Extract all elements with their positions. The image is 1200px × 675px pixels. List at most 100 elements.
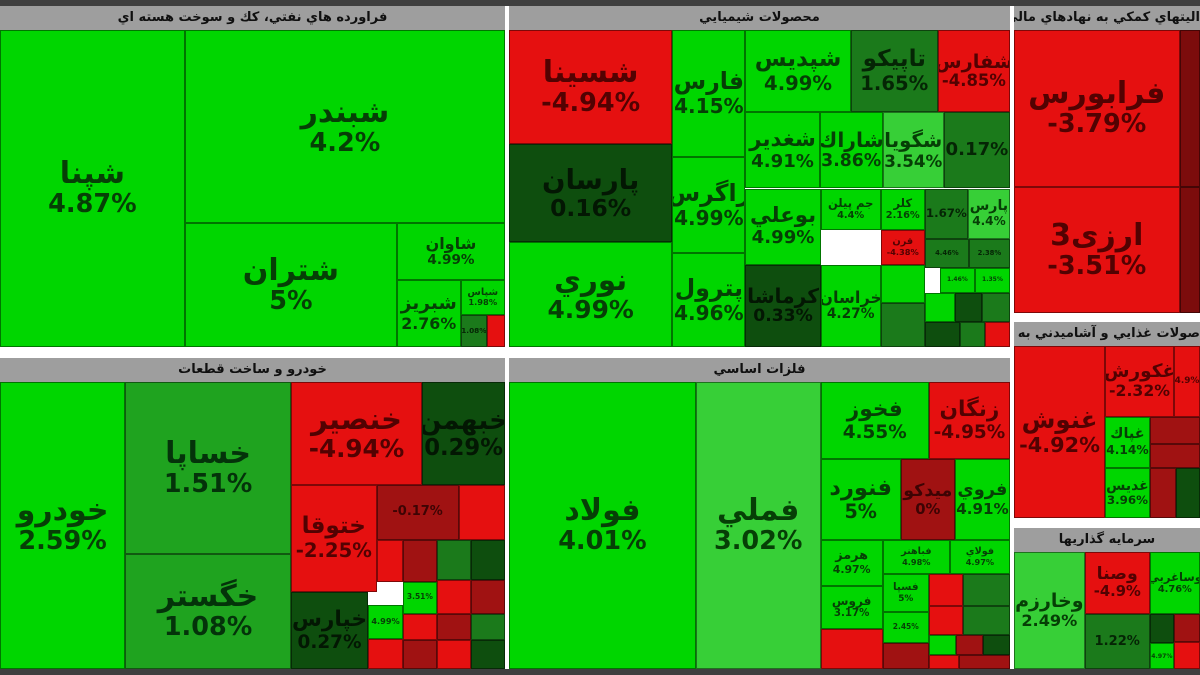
- stock-tile-غكورش[interactable]: غكورش -2.32%: [1105, 346, 1174, 417]
- stock-tile[interactable]: [1173, 614, 1200, 643]
- stock-tile[interactable]: [962, 574, 1010, 606]
- stock-tile-خگستر[interactable]: خگستر 1.08%: [125, 554, 291, 669]
- stock-tile-خساپا[interactable]: خساپا 1.51%: [125, 382, 291, 555]
- stock-tile[interactable]: [436, 614, 472, 641]
- stock-tile[interactable]: [471, 580, 505, 615]
- stock-tile-شغدير[interactable]: شغدير 4.91%: [745, 112, 820, 189]
- stock-tile[interactable]: 2.45%: [882, 611, 929, 644]
- stock-tile-شپاس[interactable]: شپاس 1.98%: [460, 280, 505, 316]
- stock-tile[interactable]: [982, 293, 1010, 322]
- stock-tile-خودرو[interactable]: خودرو 2.59%: [0, 382, 126, 669]
- stock-tile[interactable]: [962, 605, 1010, 635]
- stock-tile[interactable]: 1.35%: [974, 267, 1010, 294]
- stock-tile-فولاد[interactable]: فولاد 4.01%: [509, 382, 696, 669]
- stock-tile-شبريز[interactable]: شبريز 2.76%: [396, 280, 461, 347]
- stock-tile-قرن[interactable]: قرن -4.38%: [880, 229, 925, 265]
- stock-tile-فروي[interactable]: فروي 4.91%: [954, 459, 1010, 540]
- stock-tile[interactable]: [958, 654, 1010, 669]
- stock-tile[interactable]: [955, 634, 983, 655]
- stock-tile[interactable]: 1.46%: [939, 267, 975, 294]
- stock-tile-پترول[interactable]: پترول 4.96%: [672, 253, 746, 347]
- stock-tile-زاگرس[interactable]: زاگرس4.99%: [672, 156, 746, 254]
- stock-tile[interactable]: [928, 574, 963, 606]
- stock-tile[interactable]: [1173, 642, 1200, 669]
- stock-tile-نوري[interactable]: نوري 4.99%: [509, 242, 673, 347]
- stock-tile[interactable]: 3.51%: [402, 582, 437, 614]
- stock-tile[interactable]: [924, 293, 955, 322]
- stock-tile[interactable]: [928, 634, 956, 655]
- stock-tile[interactable]: [928, 654, 959, 669]
- stock-tile-جم پيلن[interactable]: جم پيلن 4.4%: [820, 188, 881, 230]
- stock-tile-خبهمن[interactable]: خبهمن 0.29%: [422, 382, 505, 486]
- stock-tile-غپاك[interactable]: غپاك 4.14%: [1105, 416, 1150, 469]
- stock-tile[interactable]: [1179, 30, 1200, 188]
- stock-tile-وصنا[interactable]: وصنا -4.9%: [1084, 552, 1150, 614]
- stock-tile-فباهنر[interactable]: فباهنر 4.98%: [882, 539, 950, 575]
- stock-tile-شگويا[interactable]: شگويا 3.54%: [882, 112, 944, 189]
- stock-tile-كلر[interactable]: كلر 2.16%: [880, 188, 925, 230]
- stock-tile[interactable]: 1.22%: [1084, 614, 1150, 669]
- stock-tile[interactable]: 4.97%: [1149, 643, 1174, 669]
- stock-tile[interactable]: [1179, 187, 1200, 313]
- stock-tile[interactable]: [954, 293, 983, 322]
- stock-tile-وساغربي[interactable]: وساغربي 4.76%: [1149, 552, 1200, 614]
- stock-tile-هرمز[interactable]: هرمز 4.97%: [820, 539, 883, 586]
- stock-tile-پارسان[interactable]: پارسان 0.16%: [509, 144, 673, 243]
- stock-tile-ارزی3[interactable]: ارزی3 -3.51%: [1014, 187, 1180, 313]
- stock-tile-شفارس[interactable]: شفارس -4.85%: [937, 30, 1010, 113]
- stock-tile-شسينا[interactable]: شسينا -4.94%: [509, 30, 673, 145]
- stock-tile-ختوقا[interactable]: ختوقا -2.25%: [290, 485, 377, 592]
- stock-tile-فنورد[interactable]: فنورد 5%: [820, 459, 901, 540]
- stock-tile[interactable]: [924, 321, 960, 347]
- stock-tile[interactable]: 4.99%: [368, 604, 403, 640]
- stock-tile[interactable]: [376, 539, 403, 583]
- stock-tile-شتران[interactable]: شتران 5%: [184, 223, 397, 347]
- stock-tile-شاراك[interactable]: شاراك 3.86%: [819, 112, 883, 189]
- stock-tile[interactable]: [1175, 468, 1200, 518]
- stock-tile-خراسان[interactable]: خراسان 4.27%: [820, 264, 881, 347]
- stock-tile[interactable]: -0.17%: [376, 485, 459, 540]
- stock-tile-شبندر[interactable]: شبندر 4.2%: [184, 30, 505, 224]
- stock-tile[interactable]: [458, 485, 505, 540]
- stock-tile[interactable]: [471, 614, 505, 641]
- stock-tile-فخوز[interactable]: فخوز 4.55%: [820, 382, 929, 460]
- stock-tile[interactable]: [487, 315, 505, 347]
- stock-tile[interactable]: 1.67%: [924, 188, 968, 240]
- stock-tile[interactable]: [436, 539, 472, 581]
- stock-tile[interactable]: [368, 639, 403, 669]
- stock-tile[interactable]: [880, 302, 925, 347]
- stock-tile-غنوش[interactable]: غنوش -4.92%: [1014, 346, 1106, 518]
- stock-tile[interactable]: 4.9%: [1173, 346, 1200, 417]
- stock-tile[interactable]: [1149, 416, 1200, 445]
- stock-tile-شپنا[interactable]: شپنا 4.87%: [0, 30, 185, 347]
- stock-tile[interactable]: 4.46%: [924, 239, 969, 268]
- stock-tile[interactable]: [984, 321, 1010, 347]
- stock-tile-فارس[interactable]: فارس 4.15%: [672, 30, 746, 157]
- stock-tile-كرماشا[interactable]: كرماشا 0.33%: [745, 264, 821, 347]
- stock-tile[interactable]: [402, 640, 437, 669]
- stock-tile-بوعلي[interactable]: بوعلي 4.99%: [745, 188, 821, 265]
- stock-tile-فسپا[interactable]: فسپا 5%: [882, 574, 929, 612]
- stock-tile[interactable]: [402, 613, 437, 641]
- stock-tile[interactable]: [982, 634, 1010, 655]
- stock-tile[interactable]: [880, 264, 925, 303]
- stock-tile[interactable]: [1149, 614, 1174, 644]
- stock-tile-خنصير[interactable]: خنصير -4.94%: [290, 382, 423, 486]
- stock-tile-غديس[interactable]: غديس 3.96%: [1105, 468, 1150, 518]
- stock-tile-فروس[interactable]: فروس 3.17%: [820, 585, 883, 629]
- stock-tile-وخارزم[interactable]: وخارزم 2.49%: [1014, 552, 1085, 669]
- stock-tile[interactable]: [402, 539, 437, 583]
- stock-tile-شاوان[interactable]: شاوان 4.99%: [396, 223, 505, 281]
- stock-tile-فرابورس[interactable]: فرابورس -3.79%: [1014, 30, 1180, 188]
- stock-tile[interactable]: 0.17%: [943, 112, 1010, 189]
- stock-tile[interactable]: 2.38%: [968, 239, 1010, 268]
- stock-tile-خپارس[interactable]: خپارس 0.27%: [290, 591, 369, 669]
- stock-tile[interactable]: 1.08%: [460, 315, 488, 347]
- stock-tile-شپديس[interactable]: شپديس 4.99%: [745, 30, 851, 113]
- stock-tile[interactable]: [471, 539, 505, 581]
- stock-tile-فولاي[interactable]: فولاي 4.97%: [949, 539, 1010, 575]
- stock-tile[interactable]: [1149, 468, 1176, 518]
- stock-tile[interactable]: [959, 321, 985, 347]
- stock-tile[interactable]: [471, 640, 505, 669]
- stock-tile[interactable]: [436, 580, 472, 615]
